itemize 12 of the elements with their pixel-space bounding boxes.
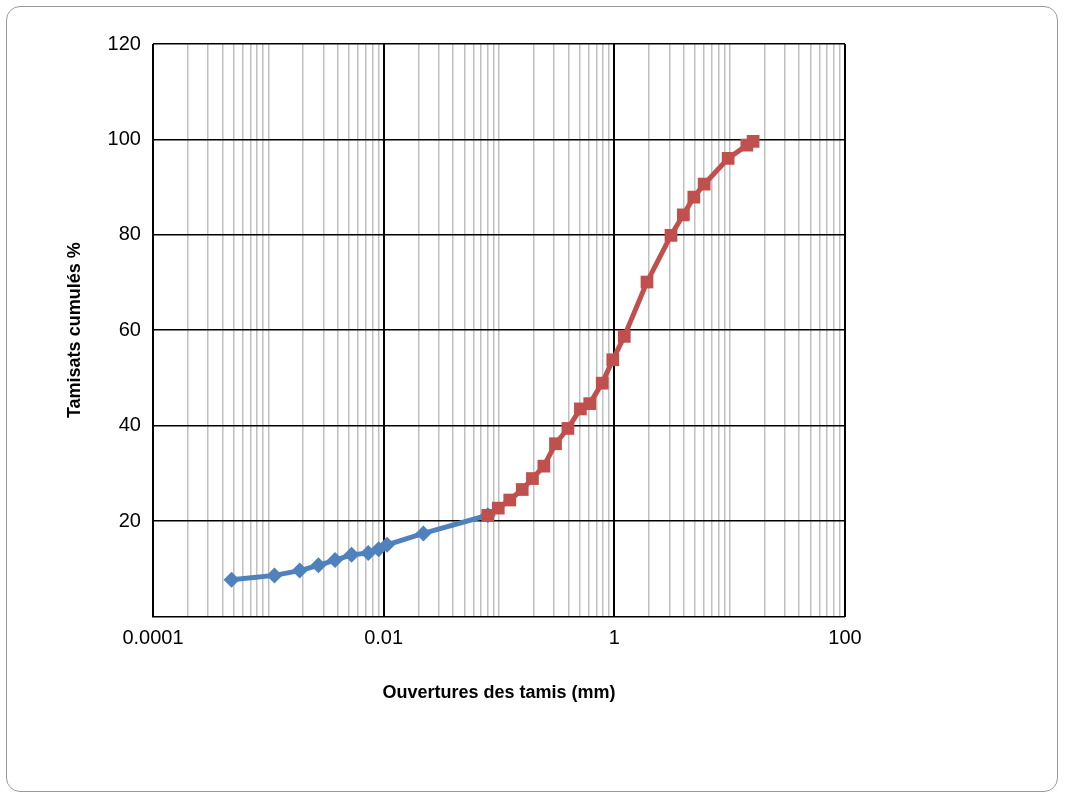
y-tick-label: 20 (118, 508, 141, 531)
x-tick-label: 100 (828, 625, 862, 648)
y-tick-label: 60 (118, 317, 141, 340)
y-tick-label: 40 (118, 413, 141, 436)
x-tick-label: 0.01 (364, 625, 404, 648)
y-axis-title: Tamisats cumulés % (63, 242, 84, 419)
x-tick-label: 0.0001 (122, 625, 184, 648)
x-axis-title: Ouvertures des tamis (mm) (382, 682, 616, 703)
y-tick-label: 120 (107, 31, 141, 54)
y-tick-label: 100 (107, 126, 141, 149)
y-tick-label: 80 (118, 222, 141, 245)
x-tick-label: 1 (608, 625, 620, 648)
